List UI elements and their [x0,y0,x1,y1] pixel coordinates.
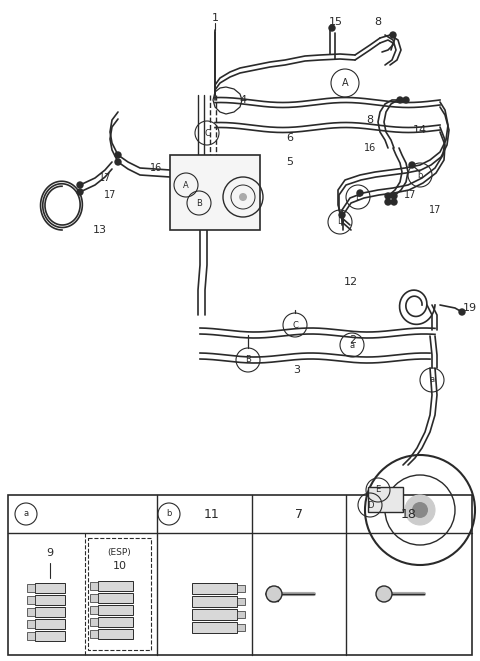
Text: B: B [196,198,202,208]
Text: B: B [245,356,251,364]
Text: 7: 7 [295,508,303,520]
Text: C: C [292,321,298,329]
Text: 8: 8 [366,115,373,125]
Text: 5: 5 [287,157,293,167]
Bar [27,608,35,616]
Bar [27,584,35,592]
Text: E: E [375,485,381,494]
Text: 18: 18 [401,508,417,520]
Text: 17: 17 [99,173,111,183]
Bar [98,605,133,615]
Circle shape [357,190,363,196]
Text: 16: 16 [364,143,376,153]
Bar [98,593,133,603]
Text: A: A [183,180,189,190]
Bar [88,538,151,650]
Circle shape [376,586,392,602]
Circle shape [329,25,335,31]
Bar [98,581,133,591]
Bar [192,622,237,633]
Circle shape [397,97,403,103]
Circle shape [77,182,83,188]
Bar [237,598,245,605]
Bar [192,596,237,607]
Text: 8: 8 [374,17,382,27]
Circle shape [77,189,83,195]
Bar [35,619,65,629]
Text: C: C [204,128,210,137]
Text: 14: 14 [413,125,427,135]
Circle shape [385,199,391,205]
Text: 16: 16 [150,163,162,173]
Bar [98,617,133,627]
Bar [35,583,65,593]
Text: 4: 4 [240,95,247,105]
Circle shape [115,159,121,165]
Bar [35,595,65,605]
Text: 17: 17 [104,190,116,200]
Circle shape [391,199,397,205]
Bar [90,630,98,638]
Bar [90,618,98,626]
Circle shape [385,193,391,199]
Bar [368,487,403,512]
Circle shape [403,97,409,103]
Text: 19: 19 [463,303,477,313]
Circle shape [391,193,397,199]
Text: a: a [349,340,355,350]
Text: 10: 10 [112,561,127,571]
Bar [90,582,98,590]
Bar [35,607,65,617]
Text: 17: 17 [404,190,416,200]
Text: (ESP): (ESP) [108,549,132,557]
Circle shape [405,495,435,525]
Bar [192,583,237,594]
Bar [98,629,133,639]
Bar [90,594,98,602]
Text: 6: 6 [287,133,293,143]
Text: b: b [166,510,172,518]
Circle shape [390,32,396,38]
Text: E: E [355,192,360,202]
Circle shape [409,162,415,168]
Text: 3: 3 [293,365,300,375]
Text: D: D [337,217,343,227]
Text: 13: 13 [93,225,107,235]
Bar [8,495,472,655]
Circle shape [459,309,465,315]
Text: a: a [430,375,434,385]
Text: 2: 2 [349,335,357,345]
Text: 12: 12 [344,277,358,287]
Bar [237,585,245,592]
Circle shape [266,586,282,602]
Text: a: a [24,510,29,518]
Bar [237,611,245,618]
Text: 15: 15 [329,17,343,27]
Text: A: A [342,78,348,88]
Bar [192,609,237,620]
Bar [35,631,65,641]
Text: b: b [417,171,423,180]
Text: 11: 11 [204,508,220,520]
Circle shape [115,152,121,158]
Bar [90,606,98,614]
Circle shape [239,193,247,201]
Bar [27,632,35,640]
Text: 9: 9 [47,548,54,558]
Circle shape [412,502,428,518]
Text: 17: 17 [429,205,441,215]
Circle shape [339,212,345,218]
Text: D: D [367,500,373,510]
Text: 1: 1 [212,13,218,23]
Bar [27,620,35,628]
Bar [170,155,260,230]
Bar [237,624,245,631]
Bar [27,596,35,604]
